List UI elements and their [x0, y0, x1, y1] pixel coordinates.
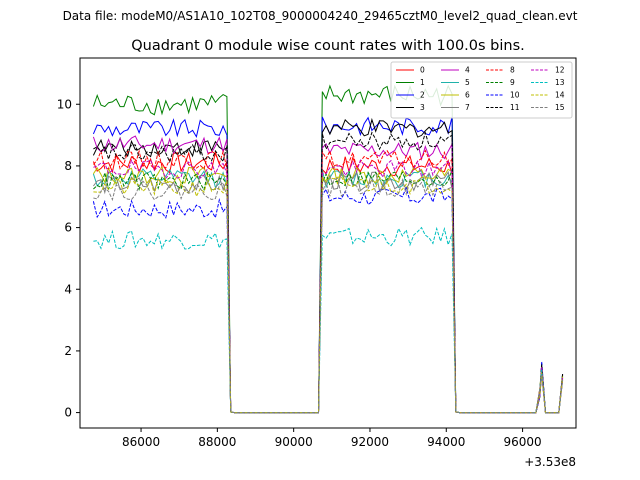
y-tick-label: 2	[64, 344, 72, 358]
legend-label: 6	[465, 91, 470, 100]
x-tick-label: 86000	[122, 435, 160, 449]
series-line-9	[93, 169, 564, 414]
y-axis: 0 2 4 6 8 10	[57, 97, 80, 420]
y-tick-label: 6	[64, 221, 72, 235]
legend-label: 10	[510, 91, 520, 100]
x-tick-label: 94000	[427, 435, 465, 449]
legend-label: 2	[420, 91, 425, 100]
legend-label: 5	[465, 78, 470, 87]
legend-label: 7	[465, 103, 470, 112]
x-tick-label: 92000	[351, 435, 389, 449]
chart-title: Quadrant 0 module wise count rates with …	[131, 38, 525, 54]
series-line-1	[92, 84, 564, 414]
series-line-3	[92, 117, 564, 414]
legend-label: 0	[420, 66, 425, 75]
legend-label: 1	[420, 78, 425, 87]
legend-box	[390, 61, 573, 119]
series-line-2	[92, 116, 564, 414]
series-line-10	[92, 186, 564, 414]
plot-lines	[92, 84, 564, 414]
y-tick-label: 8	[64, 159, 72, 173]
x-offset-label: +3.53e8	[524, 455, 576, 469]
legend-label: 12	[555, 66, 565, 75]
series-line-15	[93, 177, 564, 414]
series-line-0	[92, 150, 564, 414]
y-tick-label: 4	[64, 282, 72, 296]
x-axis: 86000 88000 90000 92000 94000 96000	[122, 428, 542, 449]
legend-label: 8	[510, 66, 515, 75]
x-tick-label: 96000	[503, 435, 541, 449]
suptitle: Data file: modeM0/AS1A10_102T08_90000042…	[63, 9, 578, 23]
x-tick-label: 88000	[198, 435, 236, 449]
y-tick-label: 10	[57, 97, 72, 111]
legend-label: 15	[555, 103, 565, 112]
legend-label: 4	[465, 66, 470, 75]
legend-label: 13	[555, 78, 565, 87]
series-line-6	[92, 165, 564, 414]
y-tick-label: 0	[64, 406, 72, 420]
x-tick-label: 90000	[275, 435, 313, 449]
legend-label: 11	[510, 103, 520, 112]
legend-label: 3	[420, 103, 425, 112]
series-line-12	[93, 159, 564, 414]
legend-label: 9	[510, 78, 515, 87]
series-line-13	[93, 226, 564, 414]
series-line-14	[93, 175, 564, 414]
series-line-5	[92, 168, 564, 414]
series-line-7	[93, 170, 564, 414]
legend-label: 14	[555, 91, 565, 100]
plot-frame	[79, 57, 577, 429]
